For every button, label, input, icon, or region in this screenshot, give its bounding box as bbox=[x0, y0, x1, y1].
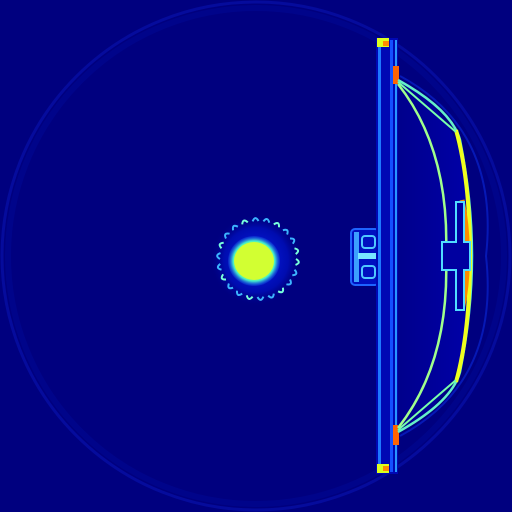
gear-tooth bbox=[218, 241, 224, 249]
gear-tooth bbox=[256, 296, 265, 301]
gear-tooth bbox=[216, 252, 221, 260]
gear-ring bbox=[216, 217, 300, 301]
connector-element bbox=[350, 228, 380, 286]
gear-tooth bbox=[282, 228, 289, 235]
gear-tooth bbox=[231, 224, 239, 231]
gear-tooth bbox=[251, 217, 260, 222]
gear-tooth bbox=[289, 237, 296, 245]
gear-tooth bbox=[262, 218, 271, 223]
gear-tooth bbox=[227, 283, 234, 290]
gear-tooth bbox=[295, 258, 300, 266]
gear-tooth bbox=[245, 295, 254, 300]
gear-tooth bbox=[294, 247, 300, 255]
gear-tooth bbox=[224, 232, 230, 239]
gear-tooth bbox=[273, 221, 281, 228]
curved-dish bbox=[397, 75, 489, 437]
gear-tooth bbox=[216, 263, 222, 271]
gear-tooth bbox=[241, 219, 249, 225]
gear-tooth bbox=[286, 279, 292, 286]
gear-tooth bbox=[235, 290, 243, 297]
gear-tooth bbox=[220, 273, 227, 281]
gear-tooth bbox=[267, 293, 275, 299]
gear-tooth bbox=[292, 269, 298, 277]
gear-tooth bbox=[277, 287, 285, 294]
vertical-plate bbox=[376, 38, 399, 474]
